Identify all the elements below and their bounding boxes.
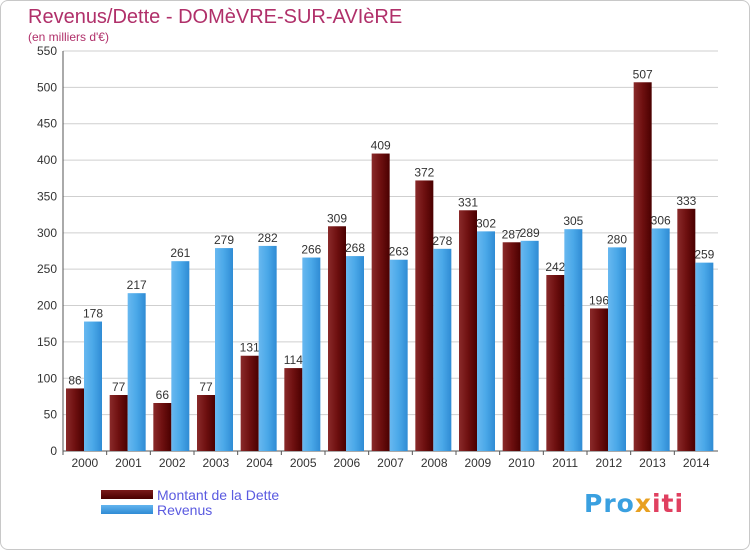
data-label-revenus: 282: [258, 231, 278, 245]
data-label-dette: 66: [156, 388, 170, 402]
x-tick-label: 2005: [290, 456, 317, 470]
y-tick-label: 200: [37, 299, 57, 313]
bar-revenus: [84, 321, 102, 451]
bar-revenus: [258, 245, 277, 451]
bar-revenus: [651, 228, 670, 451]
data-label-revenus: 217: [127, 278, 147, 292]
bar-revenus: [127, 293, 146, 451]
bar-revenus: [695, 262, 714, 451]
data-label-revenus: 305: [563, 214, 583, 228]
data-label-dette: 242: [545, 260, 565, 274]
x-tick-label: 2011: [552, 456, 578, 470]
x-tick-label: 2009: [464, 456, 491, 470]
data-label-dette: 77: [112, 380, 126, 394]
y-tick-label: 400: [37, 153, 57, 167]
data-label-revenus: 178: [83, 307, 103, 321]
x-tick-label: 2001: [115, 456, 142, 470]
y-tick-label: 300: [37, 226, 57, 240]
legend-item-dette: Montant de la Dette: [101, 486, 280, 503]
data-label-revenus: 280: [607, 232, 627, 246]
x-tick-label: 2000: [71, 456, 98, 470]
y-tick-label: 450: [37, 117, 57, 131]
data-label-revenus: 268: [345, 241, 365, 255]
bar-dette: [415, 180, 434, 452]
bar-dette: [284, 368, 303, 451]
bar-revenus: [215, 248, 233, 451]
y-tick-label: 250: [37, 262, 57, 276]
data-label-dette: 333: [676, 194, 696, 208]
data-label-dette: 86: [68, 373, 82, 387]
bar-revenus: [346, 256, 364, 451]
data-label-revenus: 289: [520, 226, 540, 240]
data-label-dette: 409: [371, 139, 391, 153]
x-tick-label: 2010: [508, 456, 535, 470]
data-label-dette: 309: [327, 211, 347, 225]
legend-label-revenus: Revenus: [157, 501, 213, 518]
bar-revenus: [389, 259, 408, 451]
y-tick-label: 550: [37, 44, 57, 58]
legend-item-revenus: Revenus: [101, 501, 279, 518]
data-label-revenus: 266: [301, 243, 321, 257]
data-label-revenus: 263: [389, 245, 409, 259]
bar-dette: [66, 388, 84, 451]
bar-dette: [371, 153, 390, 451]
x-tick-label: 2012: [595, 456, 622, 470]
data-label-revenus: 306: [651, 213, 671, 227]
proxiti-logo: Proxiti: [584, 489, 685, 518]
y-tick-label: 500: [37, 80, 57, 94]
x-tick-label: 2007: [377, 456, 404, 470]
data-label-revenus: 261: [170, 246, 190, 260]
x-tick-label: 2006: [333, 456, 360, 470]
x-tick-label: 2008: [421, 456, 448, 470]
y-tick-label: 100: [37, 371, 57, 385]
legend-label-dette: Montant de la Dette: [157, 486, 280, 503]
bar-dette: [240, 355, 259, 451]
legend: Montant de la Dette Revenus: [101, 486, 280, 518]
data-label-dette: 507: [633, 67, 653, 81]
data-label-dette: 372: [414, 165, 434, 179]
data-label-dette: 114: [284, 353, 303, 367]
bar-dette: [153, 403, 172, 451]
y-tick-label: 150: [37, 335, 57, 349]
bar-dette: [590, 308, 608, 451]
bar-revenus: [433, 248, 452, 451]
bar-dette: [677, 208, 696, 451]
bar-revenus: [171, 261, 190, 451]
x-tick-label: 2004: [246, 456, 273, 470]
data-label-dette: 77: [199, 380, 213, 394]
x-tick-label: 2013: [639, 456, 666, 470]
chart-title: Revenus/Dette - DOMèVRE-SUR-AVIèRE: [28, 6, 403, 28]
bar-revenus: [608, 247, 626, 451]
y-tick-label: 50: [44, 408, 58, 422]
data-label-dette: 196: [589, 293, 609, 307]
bar-dette: [459, 210, 477, 451]
data-label-dette: 331: [458, 195, 478, 209]
bar-revenus: [477, 231, 495, 451]
x-tick-label: 2003: [202, 456, 229, 470]
legend-swatch-revenus: [101, 505, 153, 514]
y-tick-label: 350: [37, 189, 57, 203]
legend-swatch-dette: [101, 490, 153, 499]
y-tick-label: 0: [50, 444, 57, 458]
bar-revenus: [564, 229, 583, 451]
chart-subtitle: (en milliers d'€): [28, 30, 109, 44]
bar-dette: [197, 395, 215, 451]
data-label-revenus: 302: [476, 216, 496, 230]
data-label-revenus: 279: [214, 233, 234, 247]
data-label-revenus: 278: [432, 234, 452, 248]
bar-revenus: [520, 240, 539, 451]
bar-dette: [328, 226, 346, 451]
data-label-dette: 131: [240, 341, 260, 355]
data-label-revenus: 259: [694, 248, 714, 262]
x-tick-label: 2014: [683, 456, 710, 470]
bar-dette: [546, 275, 565, 451]
bar-dette: [109, 395, 128, 451]
x-tick-label: 2002: [159, 456, 186, 470]
bar-dette: [633, 82, 652, 451]
bar-revenus: [302, 257, 321, 451]
data-label-dette: 287: [502, 227, 522, 241]
bar-dette: [502, 242, 521, 451]
